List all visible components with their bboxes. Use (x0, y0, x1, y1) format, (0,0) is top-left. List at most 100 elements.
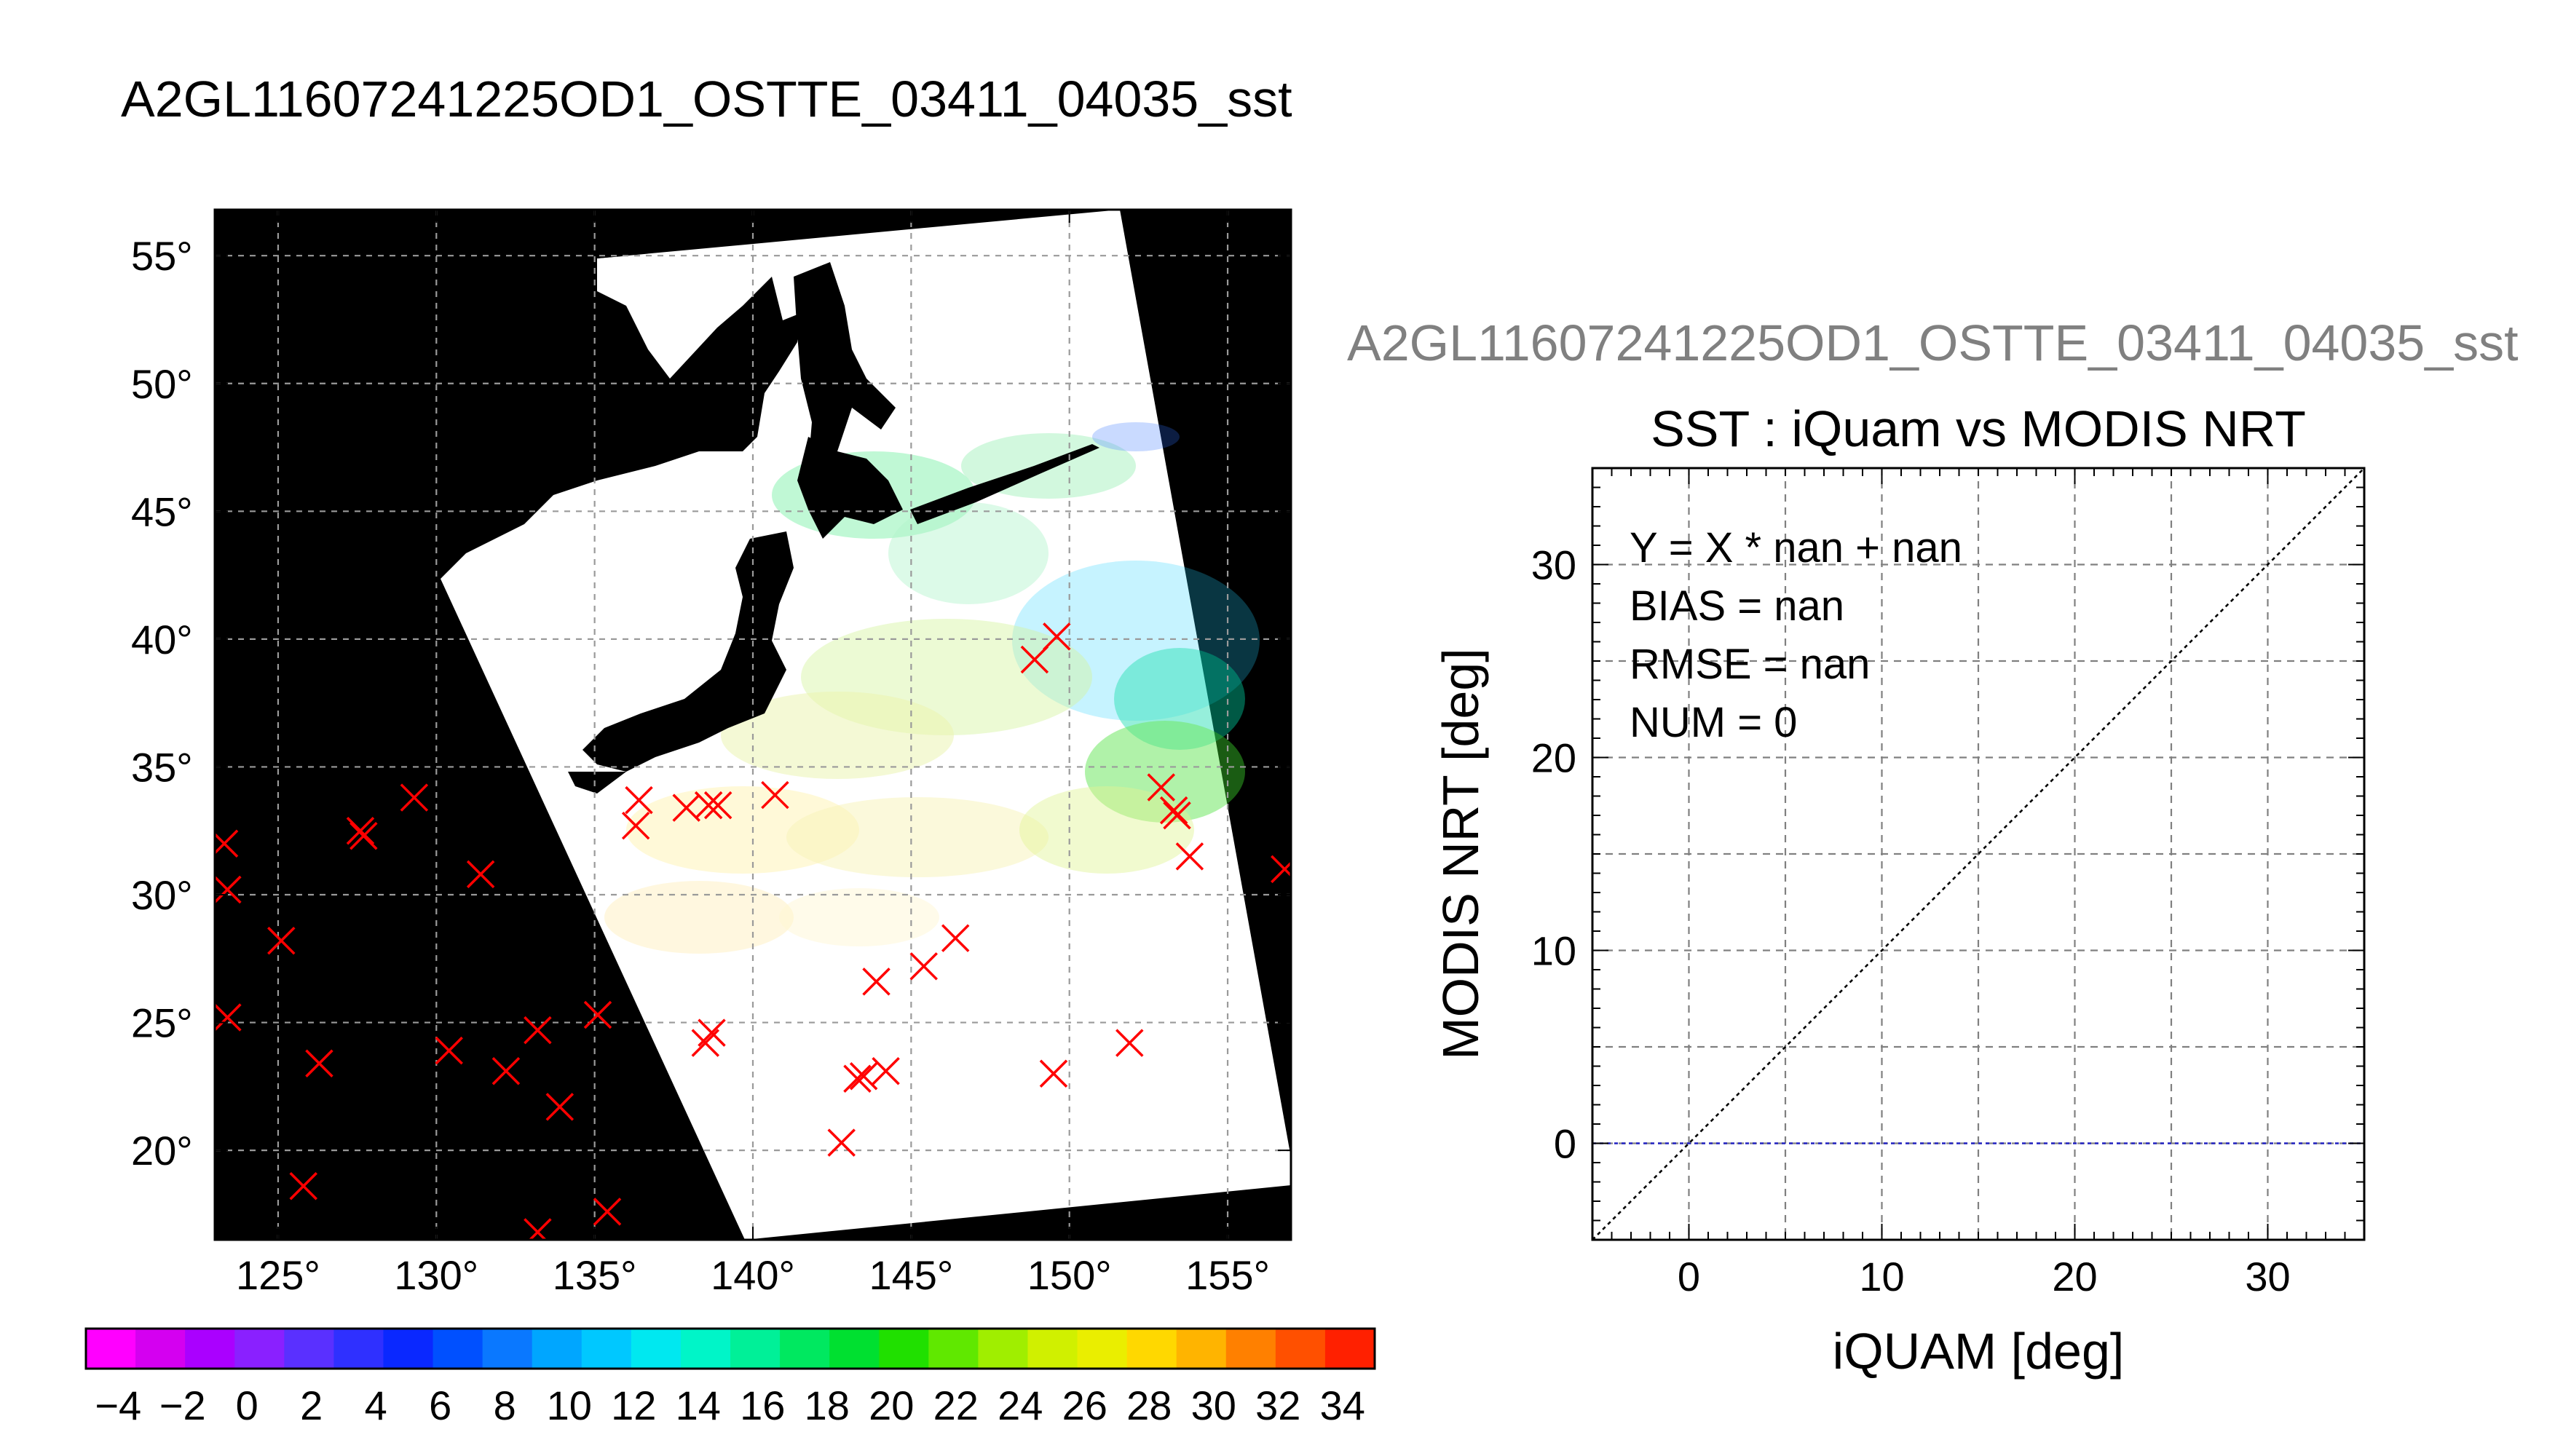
colorbar-tick-label: 28 (1126, 1382, 1172, 1428)
lat-tick-label: 45° (131, 488, 193, 534)
colorbar-tick-label: 24 (998, 1382, 1043, 1428)
colorbar-tick-label: 6 (429, 1382, 451, 1428)
iquam-marker (583, 1000, 612, 1029)
iquam-marker (491, 1057, 521, 1085)
iquam-marker (672, 794, 700, 822)
iquam-marker (346, 816, 375, 845)
colorbar-swatch (1176, 1329, 1227, 1369)
lon-tick-label: 125° (236, 1252, 320, 1298)
colorbar-swatch (631, 1329, 682, 1369)
lon-tick-label: 145° (869, 1252, 953, 1298)
scatter-file-title: A2GL11607241225OD1_OSTTE_03411_04035_sst (1347, 314, 2519, 371)
iquam-marker (1039, 1059, 1068, 1088)
colorbar-tick-label: 2 (300, 1382, 323, 1428)
lat-tick-label: 55° (131, 233, 193, 279)
iquam-marker (941, 924, 970, 952)
lat-tick-labels: 55° 50° 45° 40° 35° 30° 25° 20° (131, 233, 193, 1174)
iquam-marker (691, 1029, 720, 1057)
scatter-grid (1592, 468, 2364, 1240)
iquam-marker (524, 1218, 552, 1240)
lon-tick-label: 130° (394, 1252, 478, 1298)
colorbar-swatch (1126, 1329, 1177, 1369)
iquam-marker (435, 1036, 463, 1065)
iquam-marker (761, 780, 789, 810)
colorbar-tick-label: 12 (611, 1382, 656, 1428)
colorbar-swatch (333, 1329, 384, 1369)
colorbar-swatch (482, 1329, 533, 1369)
colorbar-swatch (532, 1329, 583, 1369)
iquam-marker (545, 1093, 574, 1121)
colorbar-tick-label: 34 (1320, 1382, 1365, 1428)
x-tick-label: 30 (2245, 1254, 2290, 1299)
iquam-marker (466, 860, 495, 889)
scatter-panel: 0 10 20 30 0 10 20 30 Y = X * nan + nan BIAS =… (1432, 467, 2366, 1380)
iquam-marker (593, 1198, 622, 1226)
iquam-marker (524, 1016, 552, 1045)
stats-regression: Y = X * nan + nan (1630, 524, 1962, 571)
iquam-marker (843, 1064, 872, 1093)
iquam-marker (872, 1057, 900, 1085)
colorbar-tick-label: 10 (547, 1382, 592, 1428)
iquam-marker (694, 791, 723, 820)
lat-tick-label: 40° (131, 617, 193, 662)
colorbar-swatch (86, 1329, 136, 1369)
colorbar-tick-label: 14 (676, 1382, 721, 1428)
iquam-marker (827, 1128, 856, 1157)
colorbar-swatch (879, 1329, 929, 1369)
lon-tick-label: 135° (553, 1252, 637, 1298)
y-tick-labels: 0 10 20 30 (1531, 542, 1576, 1167)
stats-bias: BIAS = nan (1630, 582, 1844, 630)
colorbar-tick-label: −4 (95, 1382, 141, 1428)
x-tick-labels: 0 10 20 30 (1678, 1254, 2291, 1299)
colorbar-swatch (135, 1329, 186, 1369)
colorbar-swatch (1324, 1329, 1375, 1369)
iquam-marker (1271, 855, 1291, 884)
iquam-marker (289, 1172, 317, 1200)
iquam-marker (1020, 645, 1049, 674)
colorbar-frame (84, 1327, 1376, 1370)
colorbar-tick-label: 4 (365, 1382, 387, 1428)
colorbar-tick-label: 18 (805, 1382, 850, 1428)
iquam-marker (1115, 1029, 1144, 1057)
y-tick-label: 10 (1531, 928, 1576, 974)
lat-tick-label: 35° (131, 744, 193, 790)
iquam-marker (215, 875, 242, 904)
colorbar-swatch (284, 1329, 334, 1369)
lon-tick-label: 155° (1185, 1252, 1270, 1298)
lat-tick-label: 50° (131, 361, 193, 407)
colorbar-tick-label: 0 (236, 1382, 258, 1428)
colorbar-swatch (1225, 1329, 1276, 1369)
iquam-marker (350, 821, 378, 850)
map-ticks (215, 210, 1291, 1240)
map-title: A2GL11607241225OD1_OSTTE_03411_04035_sst (121, 71, 1292, 127)
iquam-marker (703, 791, 732, 820)
colorbar-swatch (829, 1329, 880, 1369)
iquam-marker (625, 786, 653, 815)
y-axis-label: MODIS NRT [deg] (1432, 648, 1489, 1059)
iquam-marker (862, 968, 891, 996)
sst-colorbar: −4 −2 0 2 4 6 8 10 12 14 16 18 20 22 24 26 28 30 32 34 (84, 1327, 1376, 1428)
x-tick-label: 20 (2052, 1254, 2097, 1299)
map-panel: 125° 130° 135° 140° 145° 150° 155° 55° 50° 45° 40… (131, 208, 1292, 1298)
iquam-marker (215, 1003, 242, 1032)
iquam-marker (1043, 622, 1071, 651)
land-mass (215, 210, 1099, 794)
lon-tick-label: 150° (1027, 1252, 1112, 1298)
colorbar-swatch (978, 1329, 1029, 1369)
colorbar-swatches (86, 1329, 1375, 1369)
colorbar-swatch (234, 1329, 285, 1369)
y-tick-label: 0 (1554, 1121, 1576, 1167)
colorbar-tick-label: 22 (933, 1382, 979, 1428)
iquam-marker (1163, 801, 1191, 830)
colorbar-swatch (1077, 1329, 1128, 1369)
colorbar-tick-label: 16 (740, 1382, 785, 1428)
iquam-marker (305, 1049, 333, 1077)
lat-tick-label: 30° (131, 872, 193, 918)
colorbar-tick-label: 30 (1191, 1382, 1236, 1428)
iquam-marker (1159, 796, 1188, 825)
x-tick-label: 0 (1678, 1254, 1700, 1299)
lon-tick-label: 140° (711, 1252, 795, 1298)
colorbar-tick-label: 32 (1255, 1382, 1300, 1428)
satellite-swath (441, 210, 1291, 1240)
y-tick-label: 20 (1531, 735, 1576, 781)
